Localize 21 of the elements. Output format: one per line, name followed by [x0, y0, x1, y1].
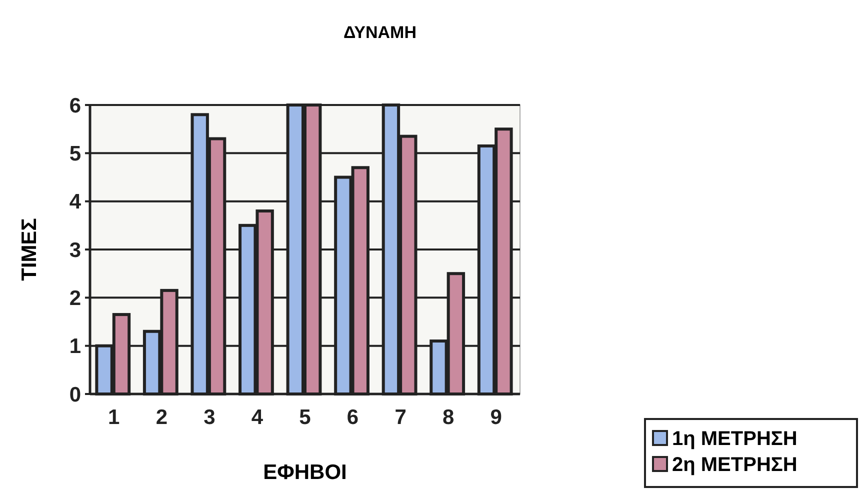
x-tick-label: 2 — [156, 406, 168, 429]
x-tick-label: 9 — [490, 406, 502, 429]
x-tick-label: 7 — [394, 406, 406, 429]
y-tick-label: 3 — [69, 238, 81, 262]
legend-label: 1η ΜΕΤΡΗΣΗ — [672, 428, 798, 450]
chart-title: ΔΥΝΑΜΗ — [343, 23, 417, 42]
y-tick-label: 0 — [69, 383, 81, 406]
x-tick-label: 1 — [108, 406, 120, 429]
x-tick-label: 5 — [299, 406, 312, 429]
y-tick-label: 1 — [69, 335, 82, 358]
x-tick-label: 6 — [346, 406, 359, 429]
y-tick-label: 6 — [69, 94, 81, 118]
x-tick-label: 4 — [251, 406, 264, 429]
y-tick-label: 4 — [69, 190, 82, 214]
x-tick-label: 3 — [204, 406, 216, 429]
y-tick-label: 2 — [69, 287, 81, 310]
y-tick-label: 5 — [69, 142, 82, 166]
legend-label: 2η ΜΕΤΡΗΣΗ — [672, 454, 798, 476]
x-axis-title: ΕΦΗΒΟΙ — [263, 461, 347, 484]
x-tick-label: 8 — [442, 406, 454, 429]
y-axis-title: ΤΙΜΕΣ — [18, 218, 41, 281]
